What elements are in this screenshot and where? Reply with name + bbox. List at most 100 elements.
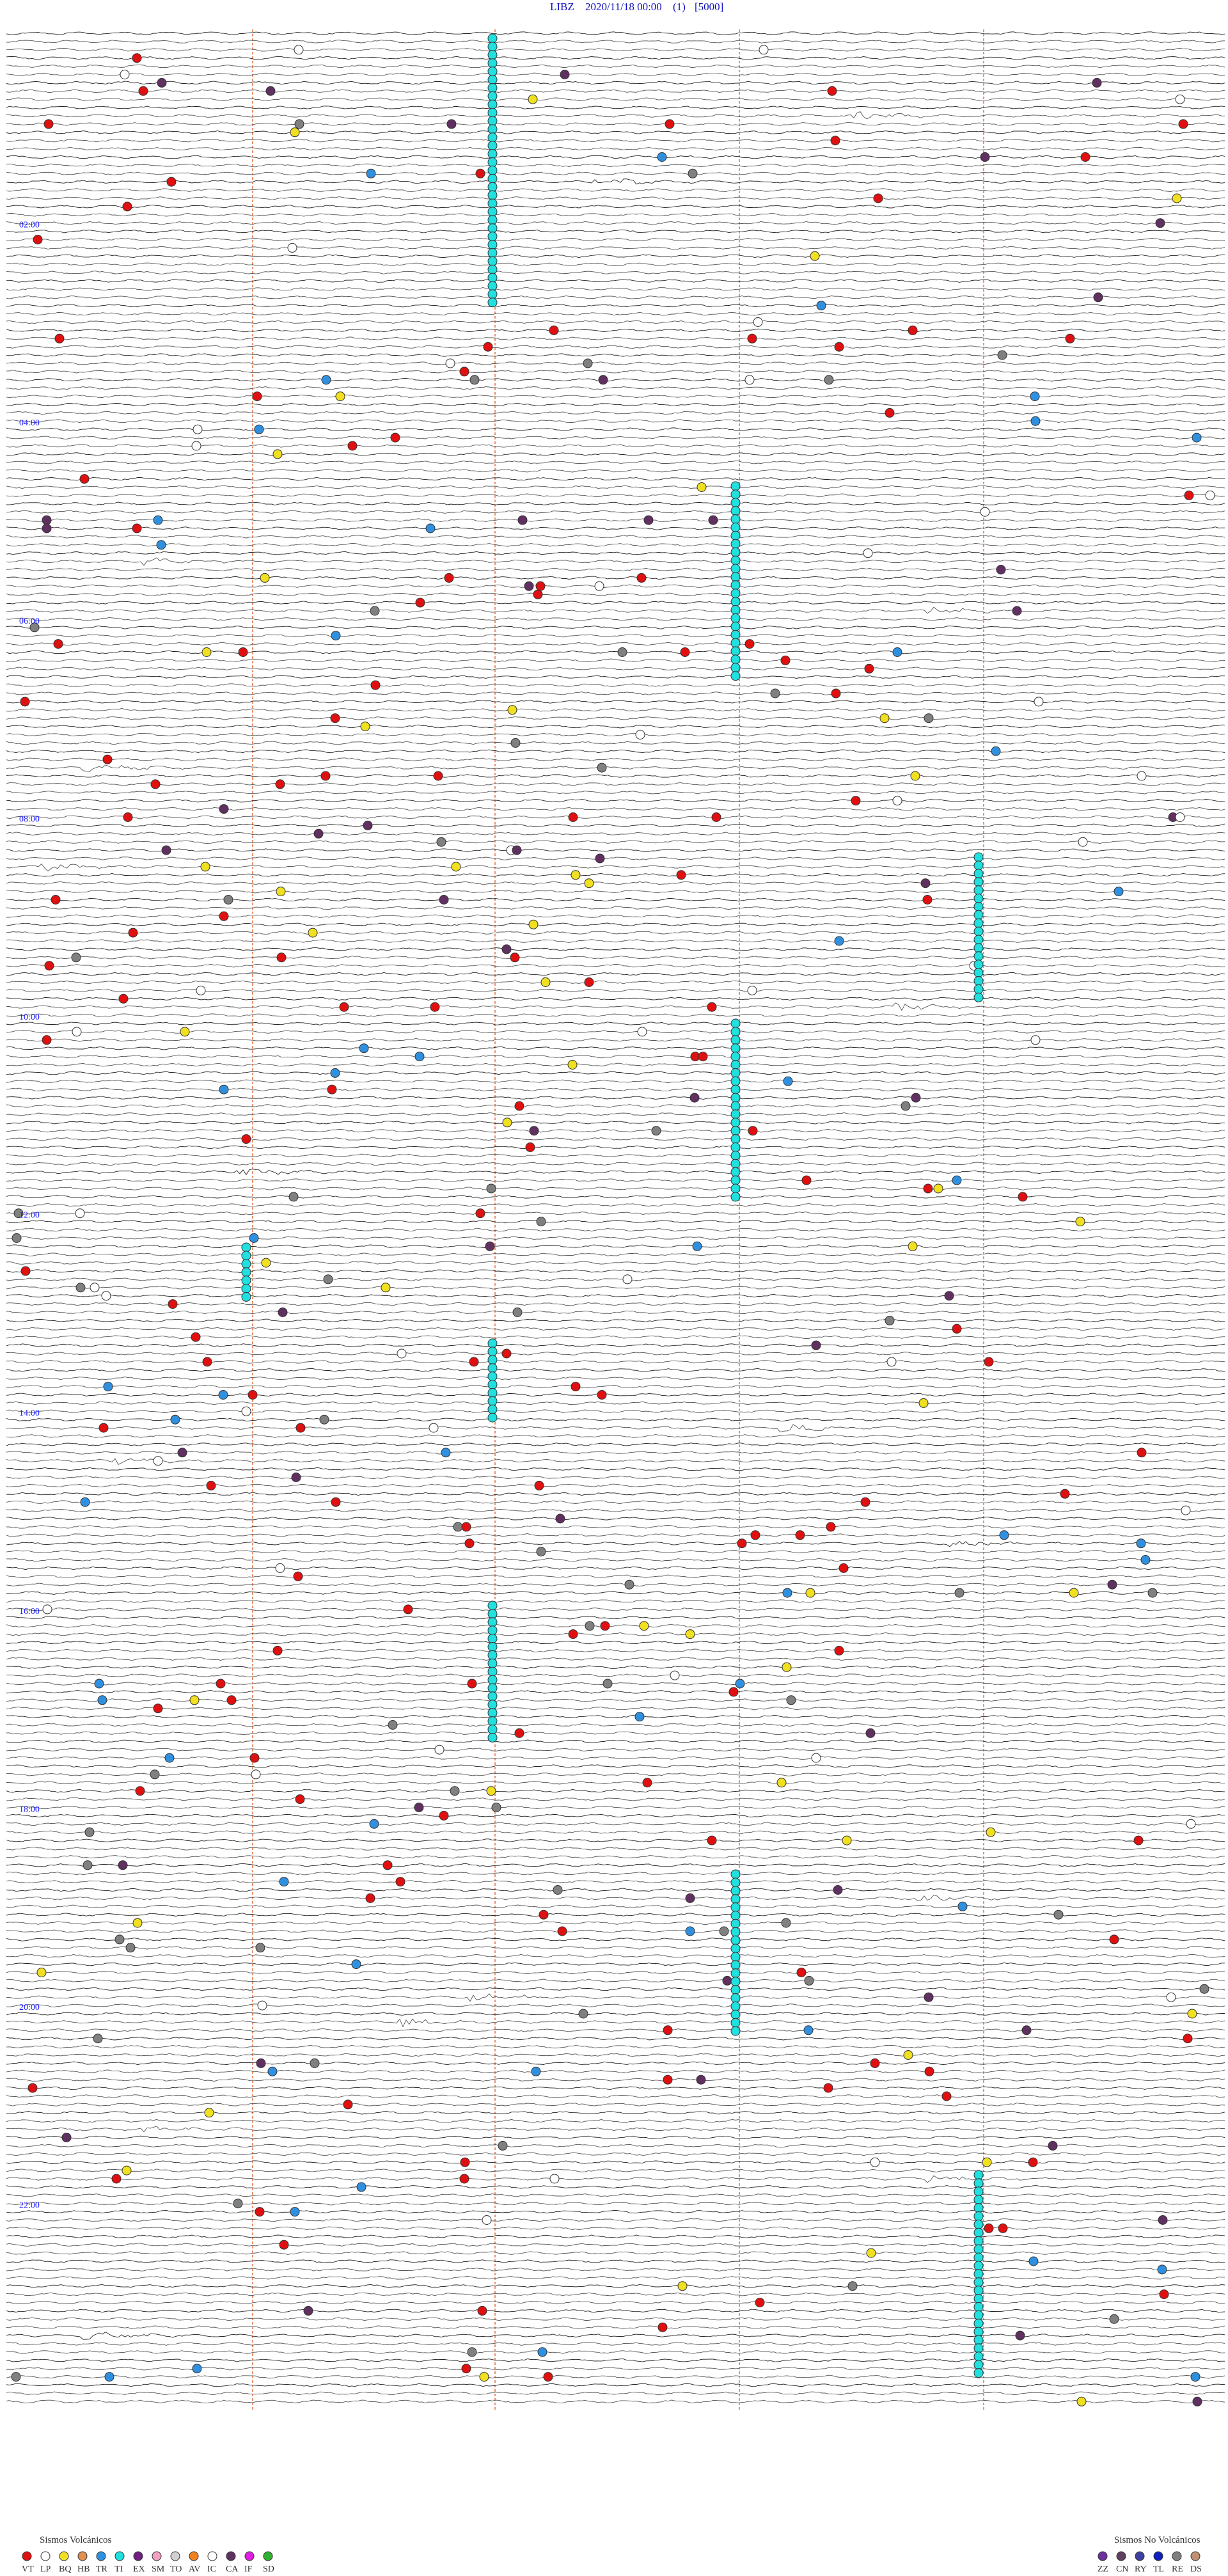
trace: [6, 2175, 1225, 2183]
event-marker: [1030, 1035, 1041, 1045]
legend-code: SM: [152, 2564, 165, 2574]
event-marker: [560, 70, 570, 79]
trace: [6, 2144, 1225, 2148]
trace: [6, 1706, 1225, 1711]
event-marker: [536, 1547, 546, 1557]
event-marker: [1015, 2330, 1025, 2341]
trace: [6, 1203, 1225, 1207]
tremor-marker: [241, 1267, 251, 1277]
event-marker: [42, 1604, 52, 1615]
trace: [6, 2268, 1225, 2272]
event-marker: [132, 53, 142, 63]
event-marker: [1034, 697, 1044, 707]
event-marker: [719, 1926, 729, 1936]
tremor-marker: [487, 223, 498, 233]
trace: [6, 1104, 1225, 1108]
legend-marker: [263, 2551, 273, 2561]
event-marker: [933, 1183, 943, 1194]
tremor-marker: [730, 1877, 741, 1888]
event-marker: [698, 1052, 708, 1062]
legend-marker: [1190, 2551, 1200, 2561]
tremor-marker: [973, 2327, 984, 2337]
event-marker: [275, 1563, 285, 1573]
event-marker: [617, 647, 627, 657]
event-marker: [980, 152, 990, 162]
trace: [6, 2234, 1225, 2239]
event-marker: [279, 1877, 289, 1887]
event-marker: [689, 1093, 700, 1103]
event-marker: [780, 655, 791, 665]
trace: [6, 1673, 1225, 1677]
event-marker: [827, 86, 837, 96]
legend-code: BQ: [59, 2564, 71, 2574]
trace: [6, 72, 1225, 77]
trace: [6, 81, 1225, 85]
event-marker: [339, 1002, 349, 1012]
event-marker: [464, 1538, 475, 1549]
tremor-marker: [730, 1985, 741, 1995]
tremor-marker: [241, 1284, 251, 1293]
event-marker: [54, 333, 65, 344]
event-marker: [1136, 1538, 1146, 1549]
trace: [6, 650, 1225, 654]
legend-marker: [96, 2551, 106, 2561]
event-marker: [924, 1992, 934, 2002]
event-marker: [226, 1695, 237, 1705]
tremor-marker: [487, 1404, 498, 1414]
event-marker: [381, 1283, 391, 1293]
legend-code: HB: [77, 2564, 90, 2574]
trace: [6, 510, 1225, 514]
tremor-marker: [487, 207, 498, 217]
event-marker: [75, 1208, 85, 1219]
tremor-marker: [973, 2286, 984, 2296]
trace: [6, 2053, 1225, 2057]
event-marker: [549, 2174, 560, 2184]
event-marker: [1184, 490, 1194, 500]
trace: [6, 2119, 1225, 2123]
trace: [6, 221, 1225, 225]
trace: [6, 1938, 1225, 1941]
event-marker: [414, 1803, 424, 1812]
event-marker: [1157, 2264, 1167, 2275]
event-marker: [1028, 2157, 1038, 2167]
event-marker: [156, 540, 166, 550]
legend-marker: [1098, 2551, 1108, 2561]
event-marker: [120, 70, 130, 79]
tremor-marker: [487, 75, 498, 84]
event-marker: [528, 94, 538, 104]
event-marker: [1018, 1192, 1028, 1202]
legend-marker: [1135, 2551, 1145, 2561]
tremor-marker: [487, 182, 498, 192]
trace: [6, 146, 1225, 151]
trace: [6, 840, 1225, 844]
trace: [6, 1773, 1225, 1776]
trace: [6, 2300, 1225, 2305]
event-marker: [395, 1877, 405, 1887]
hour-label: 20:00: [19, 2003, 40, 2012]
tremor-marker: [487, 1412, 498, 1423]
event-marker: [639, 1621, 649, 1631]
trace: [6, 1797, 1225, 1801]
tremor-marker: [973, 885, 984, 896]
tremor-marker: [487, 33, 498, 43]
event-marker: [11, 2372, 21, 2382]
trace: [6, 2359, 1225, 2362]
trace: [6, 2003, 1225, 2007]
trace: [6, 535, 1225, 539]
event-marker: [924, 2066, 934, 2076]
trace: [6, 1879, 1225, 1884]
tremor-marker: [973, 935, 984, 945]
trace: [6, 2251, 1225, 2255]
event-marker: [20, 1266, 31, 1276]
event-marker: [952, 1175, 962, 1185]
hour-label: 18:00: [19, 1805, 40, 1814]
event-marker: [287, 242, 297, 253]
event-marker: [429, 1423, 439, 1433]
tremor-marker: [730, 1084, 741, 1094]
event-marker: [860, 1497, 870, 1507]
event-marker: [403, 1604, 413, 1615]
event-marker: [1181, 1505, 1191, 1515]
event-marker: [864, 663, 874, 674]
trace: [6, 2069, 1225, 2074]
trace: [6, 1162, 1225, 1166]
